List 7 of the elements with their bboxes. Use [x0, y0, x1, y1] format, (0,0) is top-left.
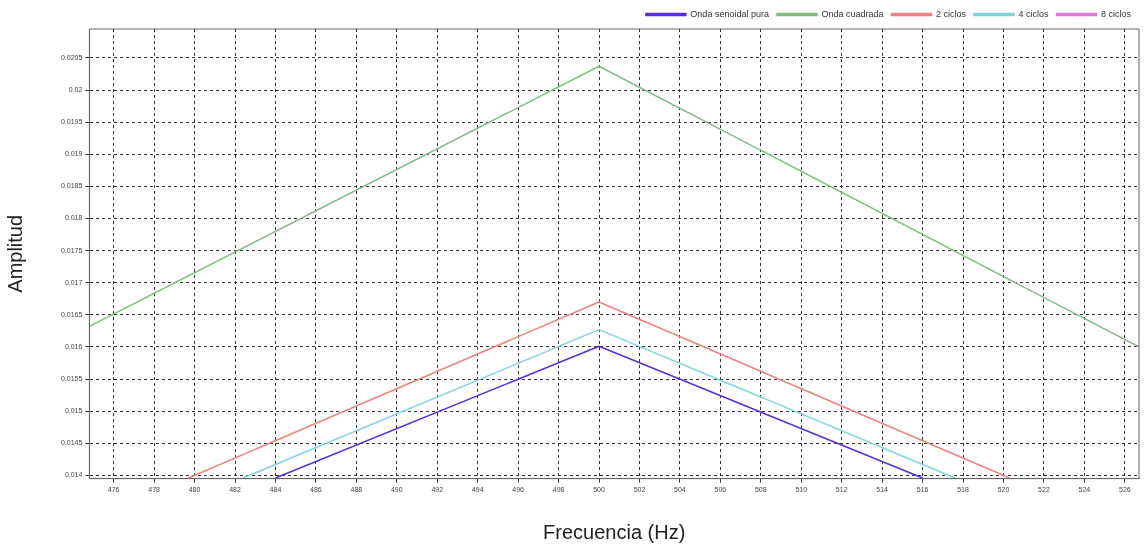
legend-label: Onda cuadrada: [821, 8, 884, 19]
x-axis-title: Frecuencia (Hz): [543, 520, 686, 543]
legend-label: 2 ciclos: [935, 8, 967, 19]
legend-label: 8 ciclos: [1100, 8, 1132, 19]
legend-label: 4 ciclos: [1018, 8, 1049, 19]
legend-label: Onda senoidal pura: [690, 8, 769, 19]
y-axis-title: Amplitud: [3, 214, 26, 293]
